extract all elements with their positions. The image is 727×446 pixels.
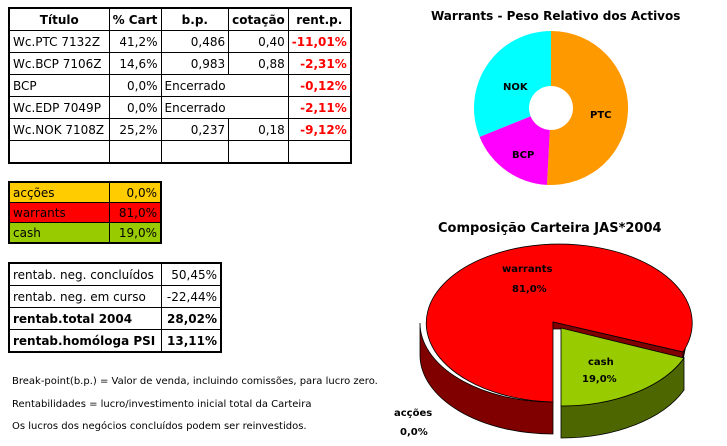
- donut-slice-nok: [474, 31, 551, 137]
- allocation-value: 81,0%: [108, 202, 162, 223]
- note-rentabilidades: Rentabilidades = lucro/investimento inic…: [12, 399, 312, 410]
- donut-slice-ptc: [546, 30, 629, 185]
- header-rent: rent.p.: [287, 7, 352, 31]
- cell-cotacao: 0,18: [228, 118, 289, 141]
- pie3d-label-accoes: acções: [394, 408, 432, 419]
- donut-label-bcp: BCP: [512, 150, 534, 161]
- note-break-point: Break-point(b.p.) = Valor de venda, incl…: [12, 376, 378, 387]
- cell-bp: 0,237: [160, 118, 230, 141]
- pie3d-label-cash: cash: [588, 357, 614, 368]
- donut-slice-bcp: [479, 116, 550, 185]
- note-lucros: Os lucros dos negócios concluídos podem …: [12, 421, 307, 432]
- pie3d-labels: warrants 81,0% cash 19,0% acções 0,0%: [394, 264, 617, 438]
- table-row: BCP 0,0% Encerrado -0,12%: [8, 74, 352, 97]
- cell-titulo: Wc.PTC 7132Z: [8, 30, 110, 53]
- cell-bp: [160, 140, 230, 164]
- donut-chart: NOK PTC BCP: [474, 30, 629, 185]
- cell-rent: [287, 140, 352, 164]
- cell-cart: 25,2%: [108, 118, 162, 141]
- cell-titulo: Wc.EDP 7049P: [8, 96, 110, 119]
- allocation-value: 19,0%: [108, 222, 162, 244]
- allocation-value: 0,0%: [108, 181, 162, 203]
- allocation-row-accoes: acções 0,0%: [8, 181, 162, 203]
- table-row: Wc.PTC 7132Z 41,2% 0,486 0,40 -11,01%: [8, 30, 352, 53]
- returns-row-total: rentab.total 2004 28,02%: [8, 307, 222, 330]
- pie3d-label-accoes-pct: 0,0%: [400, 427, 428, 438]
- pie3d-label-warrants: warrants: [502, 264, 552, 275]
- header-cart: % Cart: [108, 7, 162, 31]
- table-row-empty: [8, 140, 352, 164]
- allocation-label: acções: [8, 181, 110, 203]
- cell-cart: [108, 140, 162, 164]
- cell-titulo: Wc.BCP 7106Z: [8, 52, 110, 75]
- cell-rent: -9,12%: [287, 118, 352, 141]
- donut-chart-title: Warrants - Peso Relativo dos Activos: [431, 9, 681, 23]
- returns-value: 28,02%: [160, 307, 222, 330]
- table-row: Wc.NOK 7108Z 25,2% 0,237 0,18 -9,12%: [8, 118, 352, 141]
- returns-label: rentab. neg. concluídos: [8, 262, 162, 286]
- pie3d-label-cash-pct: 19,0%: [582, 374, 617, 385]
- header-bp: b.p.: [160, 7, 230, 31]
- returns-value: 13,11%: [160, 329, 222, 353]
- cell-bp: Encerrado: [160, 74, 229, 97]
- cell-rent: -0,12%: [287, 74, 352, 97]
- cell-rent: -2,31%: [287, 52, 352, 75]
- pie3d-warrants-side: [419, 322, 554, 435]
- returns-table: rentab. neg. concluídos 50,45% rentab. n…: [8, 262, 222, 353]
- allocation-row-warrants: warrants 81,0%: [8, 202, 162, 223]
- cell-cotacao: 0,88: [228, 52, 289, 75]
- returns-value: 50,45%: [160, 262, 222, 286]
- returns-row: rentab. neg. concluídos 50,45%: [8, 262, 222, 286]
- cell-bp: 0,983: [160, 52, 230, 75]
- allocation-table: acções 0,0% warrants 81,0% cash 19,0%: [8, 181, 162, 244]
- pie3d-chart: [419, 243, 693, 439]
- allocation-label: cash: [8, 222, 110, 244]
- pie3d-chart-title: Composição Carteira JAS*2004: [438, 221, 662, 236]
- holdings-header-row: Título % Cart b.p. cotação rent.p.: [8, 7, 352, 31]
- table-row: Wc.BCP 7106Z 14,6% 0,983 0,88 -2,31%: [8, 52, 352, 75]
- table-row: Wc.EDP 7049P 0,0% Encerrado -2,11%: [8, 96, 352, 119]
- cell-rent: -11,01%: [287, 30, 352, 53]
- allocation-label: warrants: [8, 202, 110, 223]
- returns-row-psi: rentab.homóloga PSI 13,11%: [8, 329, 222, 353]
- donut-label-nok: NOK: [503, 82, 529, 93]
- holdings-table: Título % Cart b.p. cotação rent.p. Wc.PT…: [8, 7, 352, 164]
- pie3d-label-warrants-pct: 81,0%: [512, 284, 547, 295]
- allocation-row-cash: cash 19,0%: [8, 222, 162, 244]
- donut-label-ptc: PTC: [590, 110, 612, 121]
- returns-label: rentab.total 2004: [8, 307, 162, 330]
- returns-label: rentab.homóloga PSI: [8, 329, 162, 353]
- cell-titulo: Wc.NOK 7108Z: [8, 118, 110, 141]
- pie3d-cash-top: [560, 327, 685, 407]
